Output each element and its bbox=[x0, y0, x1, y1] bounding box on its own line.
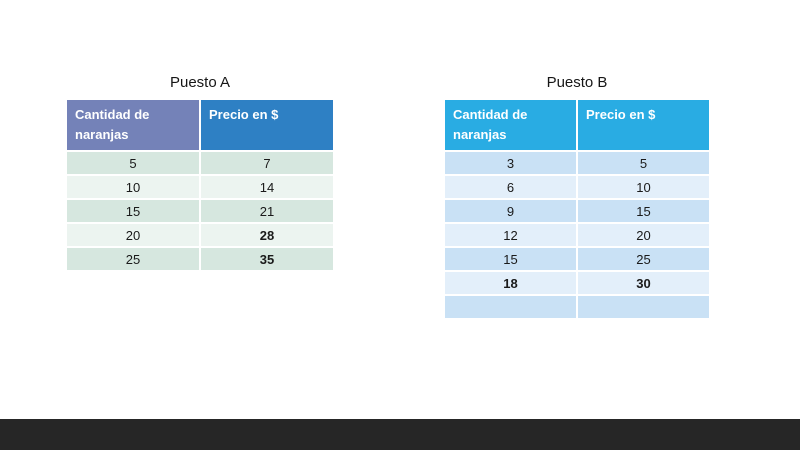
table-row: 25 35 bbox=[65, 246, 335, 272]
table-row: 12 20 bbox=[443, 222, 711, 248]
table-cell: 20 bbox=[576, 222, 711, 248]
table-cell: 9 bbox=[443, 198, 578, 224]
table-cell: 3 bbox=[443, 150, 578, 176]
table-title-puesto-b: Puesto B bbox=[546, 74, 608, 91]
table-cell: 15 bbox=[65, 198, 201, 224]
table-puesto-b: Cantidad de naranjas Precio en $ 3 5 6 10 9 1… bbox=[443, 98, 711, 320]
header-cell-precio: Precio en $ bbox=[576, 98, 711, 152]
table-cell: 12 bbox=[443, 222, 578, 248]
table-cell bbox=[443, 294, 578, 320]
table-cell: 10 bbox=[576, 174, 711, 200]
table-cell: 7 bbox=[199, 150, 335, 176]
table-block-puesto-a: Puesto A Cantidad de naranjas Precio en … bbox=[65, 74, 335, 272]
table-cell: 15 bbox=[576, 198, 711, 224]
table-cell: 25 bbox=[65, 246, 201, 272]
table-cell bbox=[576, 294, 711, 320]
table-cell: 10 bbox=[65, 174, 201, 200]
table-row: 20 28 bbox=[65, 222, 335, 248]
table-cell: 30 bbox=[576, 270, 711, 296]
table-cell: 18 bbox=[443, 270, 578, 296]
table-row: 15 25 bbox=[443, 246, 711, 272]
table-cell: 5 bbox=[65, 150, 201, 176]
table-cell: 6 bbox=[443, 174, 578, 200]
table-cell: 21 bbox=[199, 198, 335, 224]
table-row bbox=[443, 294, 711, 320]
table-cell: 25 bbox=[576, 246, 711, 272]
table-header-row: Cantidad de naranjas Precio en $ bbox=[443, 98, 711, 152]
table-puesto-a: Cantidad de naranjas Precio en $ 5 7 10 14 1… bbox=[65, 98, 335, 272]
table-row: 9 15 bbox=[443, 198, 711, 224]
header-cell-cantidad: Cantidad de naranjas bbox=[65, 98, 201, 152]
table-cell: 14 bbox=[199, 174, 335, 200]
table-header-row: Cantidad de naranjas Precio en $ bbox=[65, 98, 335, 152]
footer-bar bbox=[0, 419, 800, 450]
table-block-puesto-b: Puesto B Cantidad de naranjas Precio en … bbox=[443, 74, 711, 320]
header-cell-precio: Precio en $ bbox=[199, 98, 335, 152]
table-cell: 5 bbox=[576, 150, 711, 176]
table-cell: 15 bbox=[443, 246, 578, 272]
header-cell-cantidad: Cantidad de naranjas bbox=[443, 98, 578, 152]
table-cell: 28 bbox=[199, 222, 335, 248]
table-cell: 20 bbox=[65, 222, 201, 248]
table-row: 6 10 bbox=[443, 174, 711, 200]
table-title-puesto-a: Puesto A bbox=[169, 74, 231, 91]
table-cell: 35 bbox=[199, 246, 335, 272]
table-row: 10 14 bbox=[65, 174, 335, 200]
table-row: 18 30 bbox=[443, 270, 711, 296]
table-row: 15 21 bbox=[65, 198, 335, 224]
